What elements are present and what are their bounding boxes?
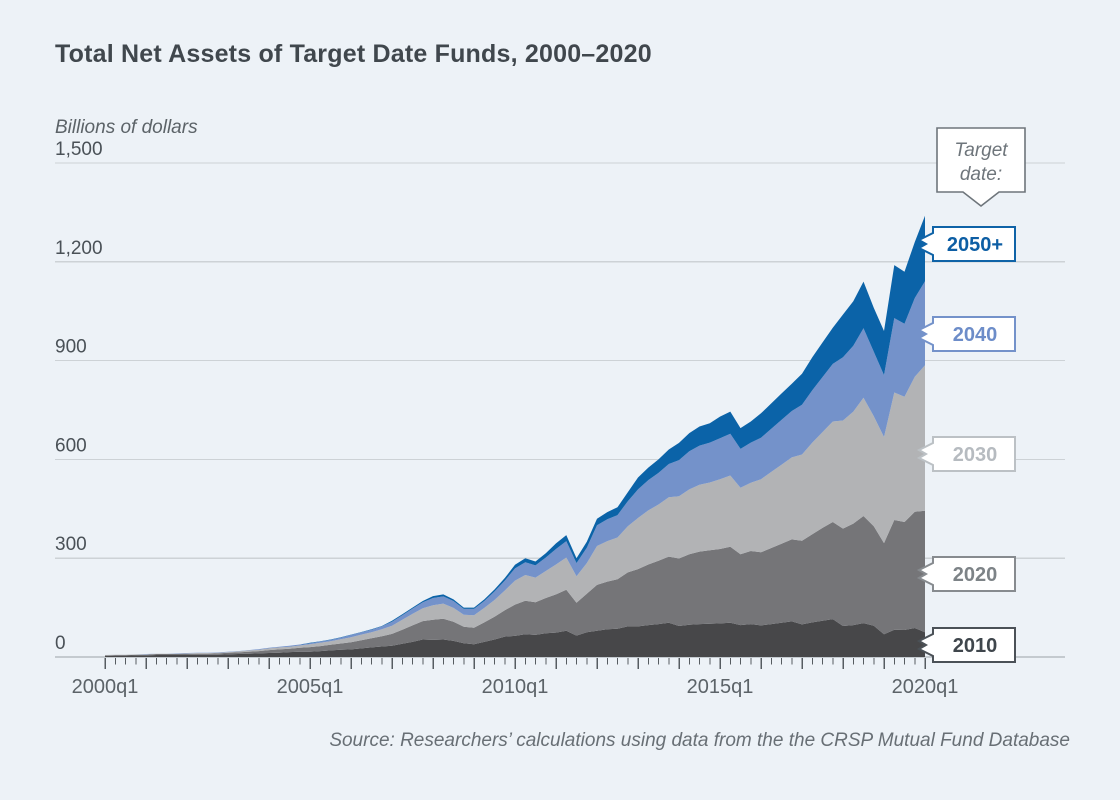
y-tick-label: 900 xyxy=(55,337,87,358)
x-tick-label: 2005q1 xyxy=(277,676,344,698)
y-tick-label: 1,200 xyxy=(55,238,103,259)
target-date-line1: Target xyxy=(954,140,1008,161)
series-label-text-2050plus: 2050+ xyxy=(947,234,1003,256)
y-tick-label: 300 xyxy=(55,534,87,555)
series-label-box-2030 xyxy=(916,436,1016,472)
series-label-text-2030: 2030 xyxy=(953,444,998,466)
series-label-box-2020 xyxy=(916,556,1016,592)
series-label-box-2010 xyxy=(916,627,1016,663)
series-label-text-2040: 2040 xyxy=(953,324,998,346)
area-2010 xyxy=(105,619,925,657)
target-date-line2: date: xyxy=(960,164,1002,185)
source-credit: Source: Researchers’ calculations using … xyxy=(329,730,1070,751)
series-label-text-2020: 2020 xyxy=(953,564,998,586)
x-tick-label: 2015q1 xyxy=(687,676,754,698)
x-tick-label: 2020q1 xyxy=(892,676,959,698)
y-tick-label: 600 xyxy=(55,435,87,456)
area-2050plus xyxy=(105,215,925,655)
y-tick-label: 1,500 xyxy=(55,139,103,160)
target-date-callout xyxy=(936,127,1026,208)
x-tick-label: 2010q1 xyxy=(482,676,549,698)
page-title: Total Net Assets of Target Date Funds, 2… xyxy=(55,40,652,68)
series-label-box-2040 xyxy=(916,316,1016,352)
x-tick-label: 2000q1 xyxy=(72,676,139,698)
y-tick-label: 0 xyxy=(55,633,66,654)
series-label-box-2050plus xyxy=(916,226,1016,262)
area-2040 xyxy=(105,281,925,655)
y-axis-unit-label: Billions of dollars xyxy=(55,117,198,138)
area-2020 xyxy=(105,510,925,656)
series-label-text-2010: 2010 xyxy=(953,635,998,657)
area-2030 xyxy=(105,365,925,656)
